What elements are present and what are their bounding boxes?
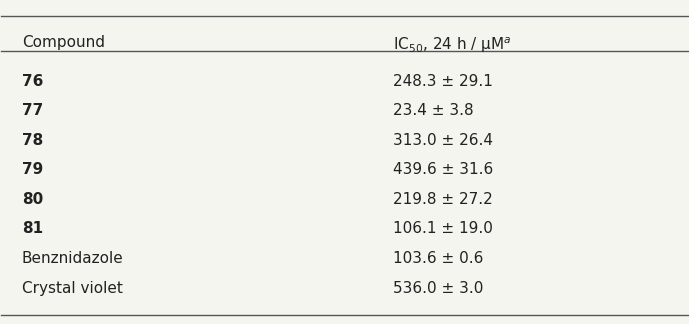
Text: 77: 77 xyxy=(22,103,43,118)
Text: 106.1 ± 19.0: 106.1 ± 19.0 xyxy=(393,221,493,237)
Text: 439.6 ± 31.6: 439.6 ± 31.6 xyxy=(393,162,493,177)
Text: 248.3 ± 29.1: 248.3 ± 29.1 xyxy=(393,74,493,89)
Text: 79: 79 xyxy=(22,162,43,177)
Text: Crystal violet: Crystal violet xyxy=(22,281,123,295)
Text: 76: 76 xyxy=(22,74,43,89)
Text: IC$_{50}$, 24 h / μM$^{a}$: IC$_{50}$, 24 h / μM$^{a}$ xyxy=(393,35,511,55)
Text: 78: 78 xyxy=(22,133,43,148)
Text: Compound: Compound xyxy=(22,35,105,50)
Text: 536.0 ± 3.0: 536.0 ± 3.0 xyxy=(393,281,483,295)
Text: Benznidazole: Benznidazole xyxy=(22,251,124,266)
Text: 313.0 ± 26.4: 313.0 ± 26.4 xyxy=(393,133,493,148)
Text: 103.6 ± 0.6: 103.6 ± 0.6 xyxy=(393,251,483,266)
Text: 219.8 ± 27.2: 219.8 ± 27.2 xyxy=(393,192,492,207)
Text: 23.4 ± 3.8: 23.4 ± 3.8 xyxy=(393,103,473,118)
Text: 81: 81 xyxy=(22,221,43,237)
Text: 80: 80 xyxy=(22,192,43,207)
